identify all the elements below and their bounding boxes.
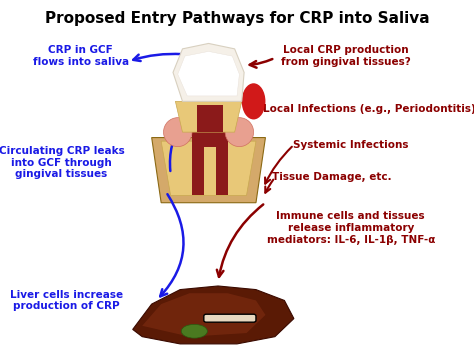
Text: Proposed Entry Pathways for CRP into Saliva: Proposed Entry Pathways for CRP into Sal… <box>45 11 429 26</box>
Ellipse shape <box>181 324 207 338</box>
Text: CRP in GCF
flows into saliva: CRP in GCF flows into saliva <box>33 45 128 67</box>
Ellipse shape <box>225 118 254 147</box>
Text: Tissue Damage, etc.: Tissue Damage, etc. <box>272 172 392 182</box>
Polygon shape <box>133 286 294 344</box>
FancyBboxPatch shape <box>204 314 256 322</box>
Polygon shape <box>173 43 244 101</box>
Bar <box>197 105 223 132</box>
Polygon shape <box>178 51 239 96</box>
Polygon shape <box>152 138 265 203</box>
Polygon shape <box>175 101 242 132</box>
Text: Circulating CRP leaks
into GCF through
gingival tissues: Circulating CRP leaks into GCF through g… <box>0 146 125 180</box>
Text: Systemic Infections: Systemic Infections <box>293 140 409 150</box>
Text: Local CRP production
from gingival tissues?: Local CRP production from gingival tissu… <box>281 45 411 67</box>
Ellipse shape <box>242 83 265 119</box>
Polygon shape <box>161 141 256 195</box>
Text: Liver cells increase
production of CRP: Liver cells increase production of CRP <box>10 290 123 311</box>
Polygon shape <box>142 293 265 337</box>
Bar <box>192 145 204 195</box>
Ellipse shape <box>164 118 192 147</box>
Text: Local Infections (e.g., Periodontitis): Local Infections (e.g., Periodontitis) <box>264 104 474 114</box>
Bar <box>192 132 228 147</box>
Text: Immune cells and tissues
release inflammatory
mediators: IL-6, IL-1β, TNF-α: Immune cells and tissues release inflamm… <box>266 211 435 245</box>
Bar <box>216 145 228 195</box>
